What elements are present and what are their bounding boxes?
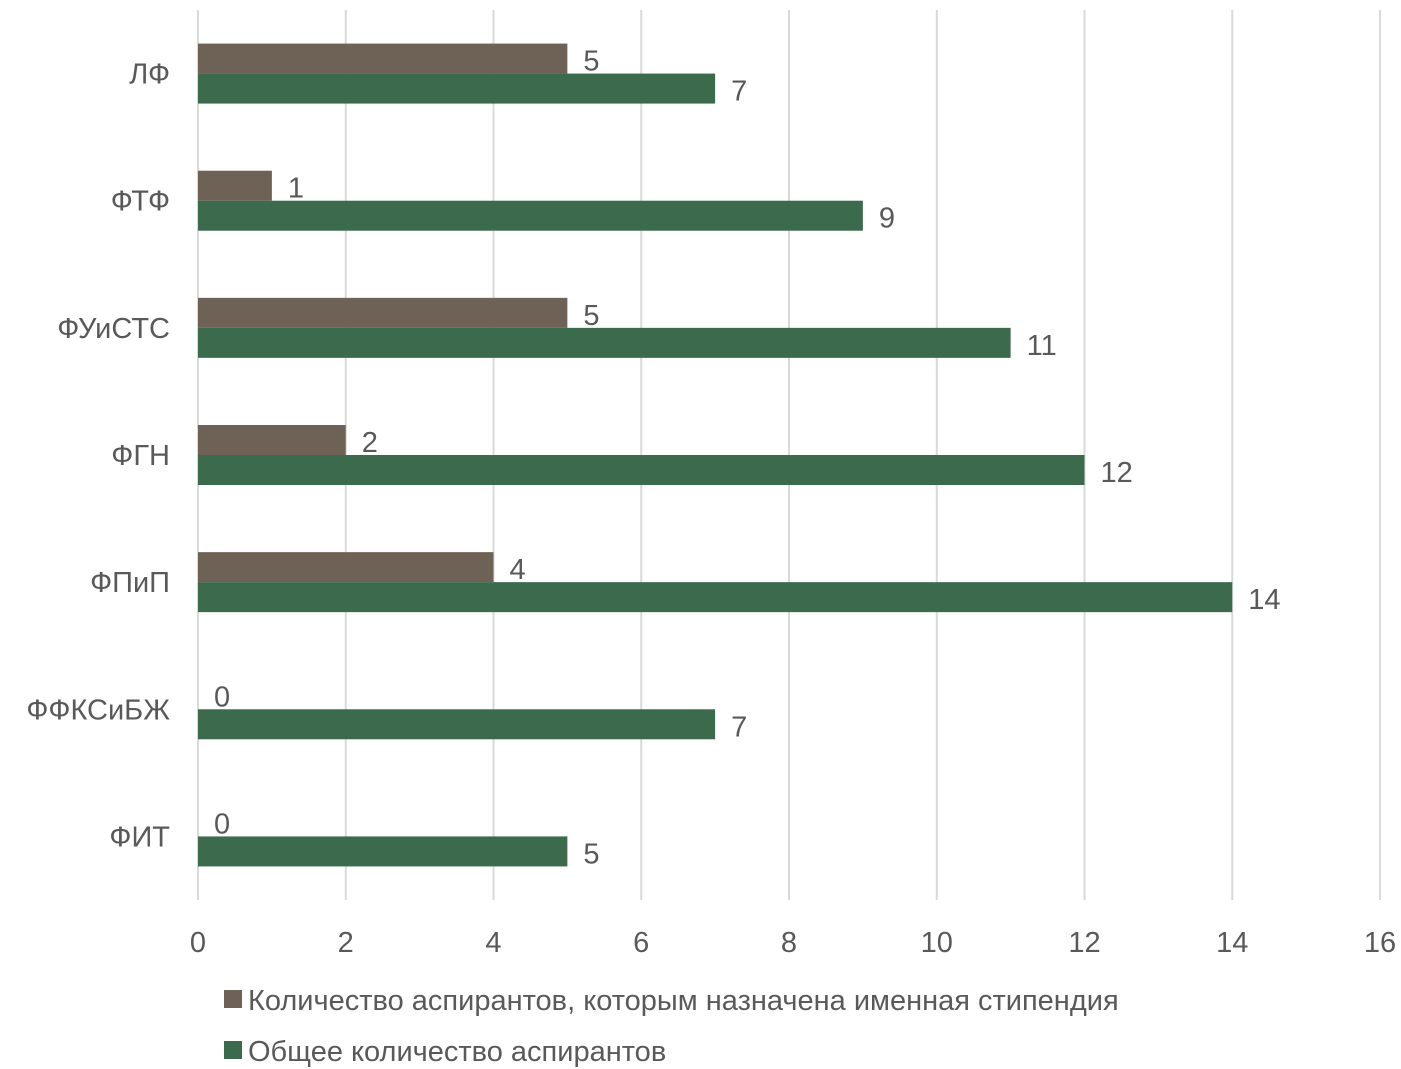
legend-swatch — [224, 990, 242, 1008]
category-label: ФФКСиБЖ — [26, 694, 170, 726]
category-label: ФТФ — [111, 186, 170, 218]
category-label: ФПиП — [90, 567, 170, 599]
x-tick-label: 6 — [633, 927, 649, 959]
data-label: 5 — [583, 46, 599, 78]
data-label: 2 — [362, 427, 378, 459]
bar-total — [198, 73, 716, 104]
x-tick-label: 10 — [921, 927, 953, 959]
labels-layer: 5 7 1 9 5 11 2 12 4 14 0 7 0 5 — [214, 46, 1281, 871]
bar-total — [198, 327, 1011, 358]
bar-scholarship — [198, 425, 346, 455]
x-tick-label: 2 — [338, 927, 354, 959]
bar-total — [198, 200, 863, 231]
data-label: 4 — [510, 554, 526, 586]
data-label: 14 — [1248, 584, 1280, 616]
category-label: ФУиСТС — [57, 313, 170, 345]
bar-scholarship — [198, 170, 272, 201]
legend: Количество аспирантов, которым назначена… — [224, 985, 1119, 1068]
bar-total — [198, 582, 1233, 613]
bar-total — [198, 455, 1085, 485]
data-label: 0 — [214, 808, 230, 840]
x-tick-label: 4 — [485, 927, 501, 959]
bar-scholarship — [198, 297, 568, 328]
x-tick-label: 16 — [1364, 927, 1396, 959]
data-label: 5 — [583, 300, 599, 332]
legend-swatch — [224, 1041, 242, 1059]
x-tick-label: 0 — [190, 927, 206, 959]
data-label: 12 — [1101, 457, 1133, 489]
x-tick-label: 12 — [1068, 927, 1100, 959]
data-label: 9 — [879, 203, 895, 235]
data-label: 7 — [731, 76, 747, 108]
data-label: 7 — [731, 711, 747, 743]
bar-total — [198, 709, 716, 740]
data-label: 1 — [288, 173, 304, 205]
data-label: 0 — [214, 681, 230, 713]
bar-total — [198, 836, 568, 867]
x-tick-label: 14 — [1216, 927, 1248, 959]
legend-label: Количество аспирантов, которым назначена… — [248, 985, 1119, 1017]
bar-scholarship — [198, 552, 494, 583]
legend-label: Общее количество аспирантов — [248, 1036, 666, 1068]
axis-layer: 0 2 4 6 8 10 12 14 16ЛФФТФФУиСТСФГНФПиПФФКСиБЖФИ… — [26, 59, 1396, 959]
data-label: 5 — [583, 838, 599, 870]
bars-layer — [198, 43, 1233, 867]
data-label: 11 — [1027, 330, 1057, 362]
category-label: ФИТ — [109, 821, 170, 853]
x-tick-label: 8 — [781, 927, 797, 959]
bar-scholarship — [198, 43, 568, 74]
category-label: ЛФ — [129, 59, 170, 91]
category-label: ФГН — [111, 440, 170, 472]
